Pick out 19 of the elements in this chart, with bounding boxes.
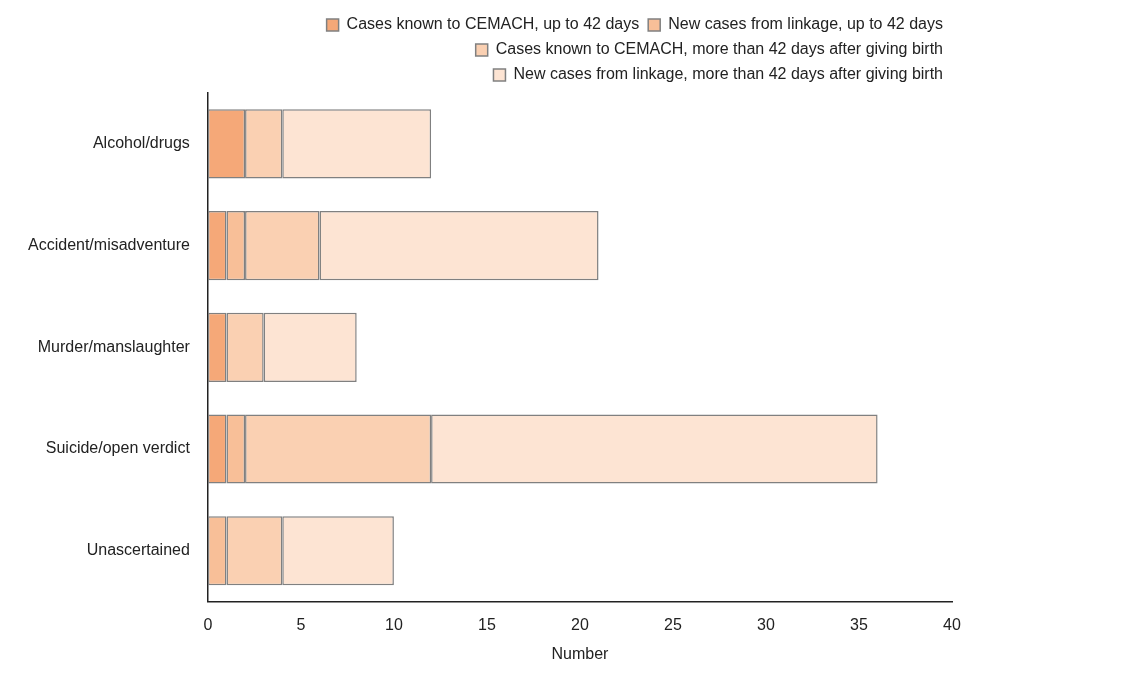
- x-tick-label: 25: [664, 615, 682, 633]
- x-tick-label: 15: [478, 615, 496, 633]
- x-tick-label: 20: [571, 615, 589, 633]
- x-axis-title: Number: [551, 644, 610, 662]
- y-tick-label: Alcohol/drugs: [92, 134, 190, 152]
- x-tick-label: 10: [385, 615, 403, 633]
- y-tick-label: Unascertained: [86, 541, 190, 559]
- x-tick-label: 35: [850, 615, 868, 633]
- x-tick-label: 30: [757, 615, 775, 633]
- legend-label: New cases from linkage, up to 42 days: [668, 15, 944, 33]
- y-tick-label: Murder/manslaughter: [37, 337, 191, 355]
- legend-label: Cases known to CEMACH, up to 42 days: [346, 15, 640, 33]
- y-tick-label: Suicide/open verdict: [45, 439, 191, 457]
- x-tick-label: 40: [943, 615, 961, 633]
- x-tick-label: 0: [203, 615, 213, 633]
- x-tick-label: 5: [296, 615, 306, 633]
- y-tick-label: Accident/misadventure: [28, 235, 190, 253]
- legend-label: Cases known to CEMACH, more than 42 days after giving birth: [495, 40, 943, 58]
- legend-label: New cases from linkage, more than 42 days after giving birth: [513, 65, 944, 83]
